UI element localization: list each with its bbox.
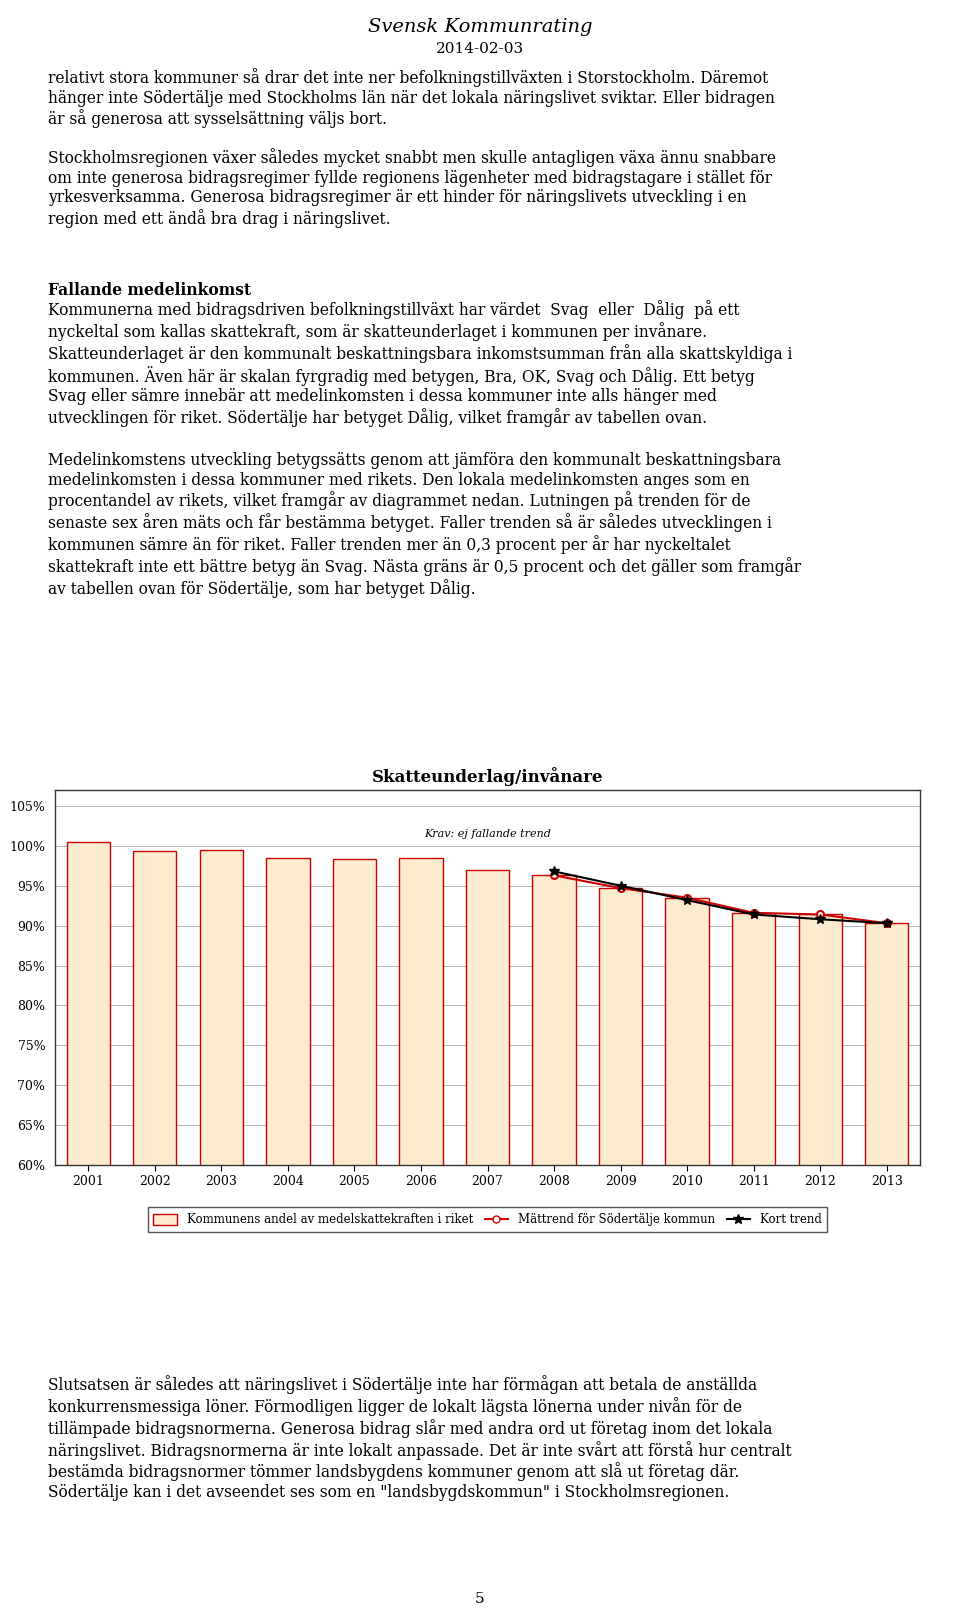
Text: 2014-02-03: 2014-02-03 — [436, 42, 524, 57]
Text: Stockholmsregionen växer således mycket snabbt men skulle antagligen växa ännu s: Stockholmsregionen växer således mycket … — [48, 147, 776, 228]
Bar — [266, 859, 309, 1620]
Text: relativt stora kommuner så drar det inte ner befolkningstillväxten i Storstockho: relativt stora kommuner så drar det inte… — [48, 68, 775, 128]
Text: Svensk Kommunrating: Svensk Kommunrating — [368, 18, 592, 36]
Bar — [333, 860, 376, 1620]
Text: 5: 5 — [475, 1592, 485, 1605]
Text: Medelinkomstens utveckling betygssätts genom att jämföra den kommunalt beskattni: Medelinkomstens utveckling betygssätts g… — [48, 452, 802, 598]
Legend: Kommunens andel av medelskattekraften i riket, Mättrend för Södertälje kommun, K: Kommunens andel av medelskattekraften i … — [148, 1207, 828, 1233]
Text: Kommunerna med bidragsdriven befolkningstillväxt har värdet  Svag  eller  Dålig : Kommunerna med bidragsdriven befolknings… — [48, 300, 792, 428]
Text: Slutsatsen är således att näringslivet i Södertälje inte har förmågan att betala: Slutsatsen är således att näringslivet i… — [48, 1375, 792, 1502]
Bar — [732, 914, 776, 1620]
Bar — [66, 842, 109, 1620]
Bar — [133, 850, 177, 1620]
Bar — [665, 897, 708, 1620]
Bar — [466, 870, 509, 1620]
Text: Krav: ej fallande trend: Krav: ej fallande trend — [424, 829, 551, 839]
Bar — [799, 914, 842, 1620]
Title: Skatteunderlag/invånare: Skatteunderlag/invånare — [372, 766, 603, 786]
Bar — [865, 923, 908, 1620]
Text: Fallande medelinkomst: Fallande medelinkomst — [48, 282, 252, 300]
Bar — [200, 850, 243, 1620]
Bar — [599, 888, 642, 1620]
Bar — [533, 875, 576, 1620]
Bar — [399, 859, 443, 1620]
